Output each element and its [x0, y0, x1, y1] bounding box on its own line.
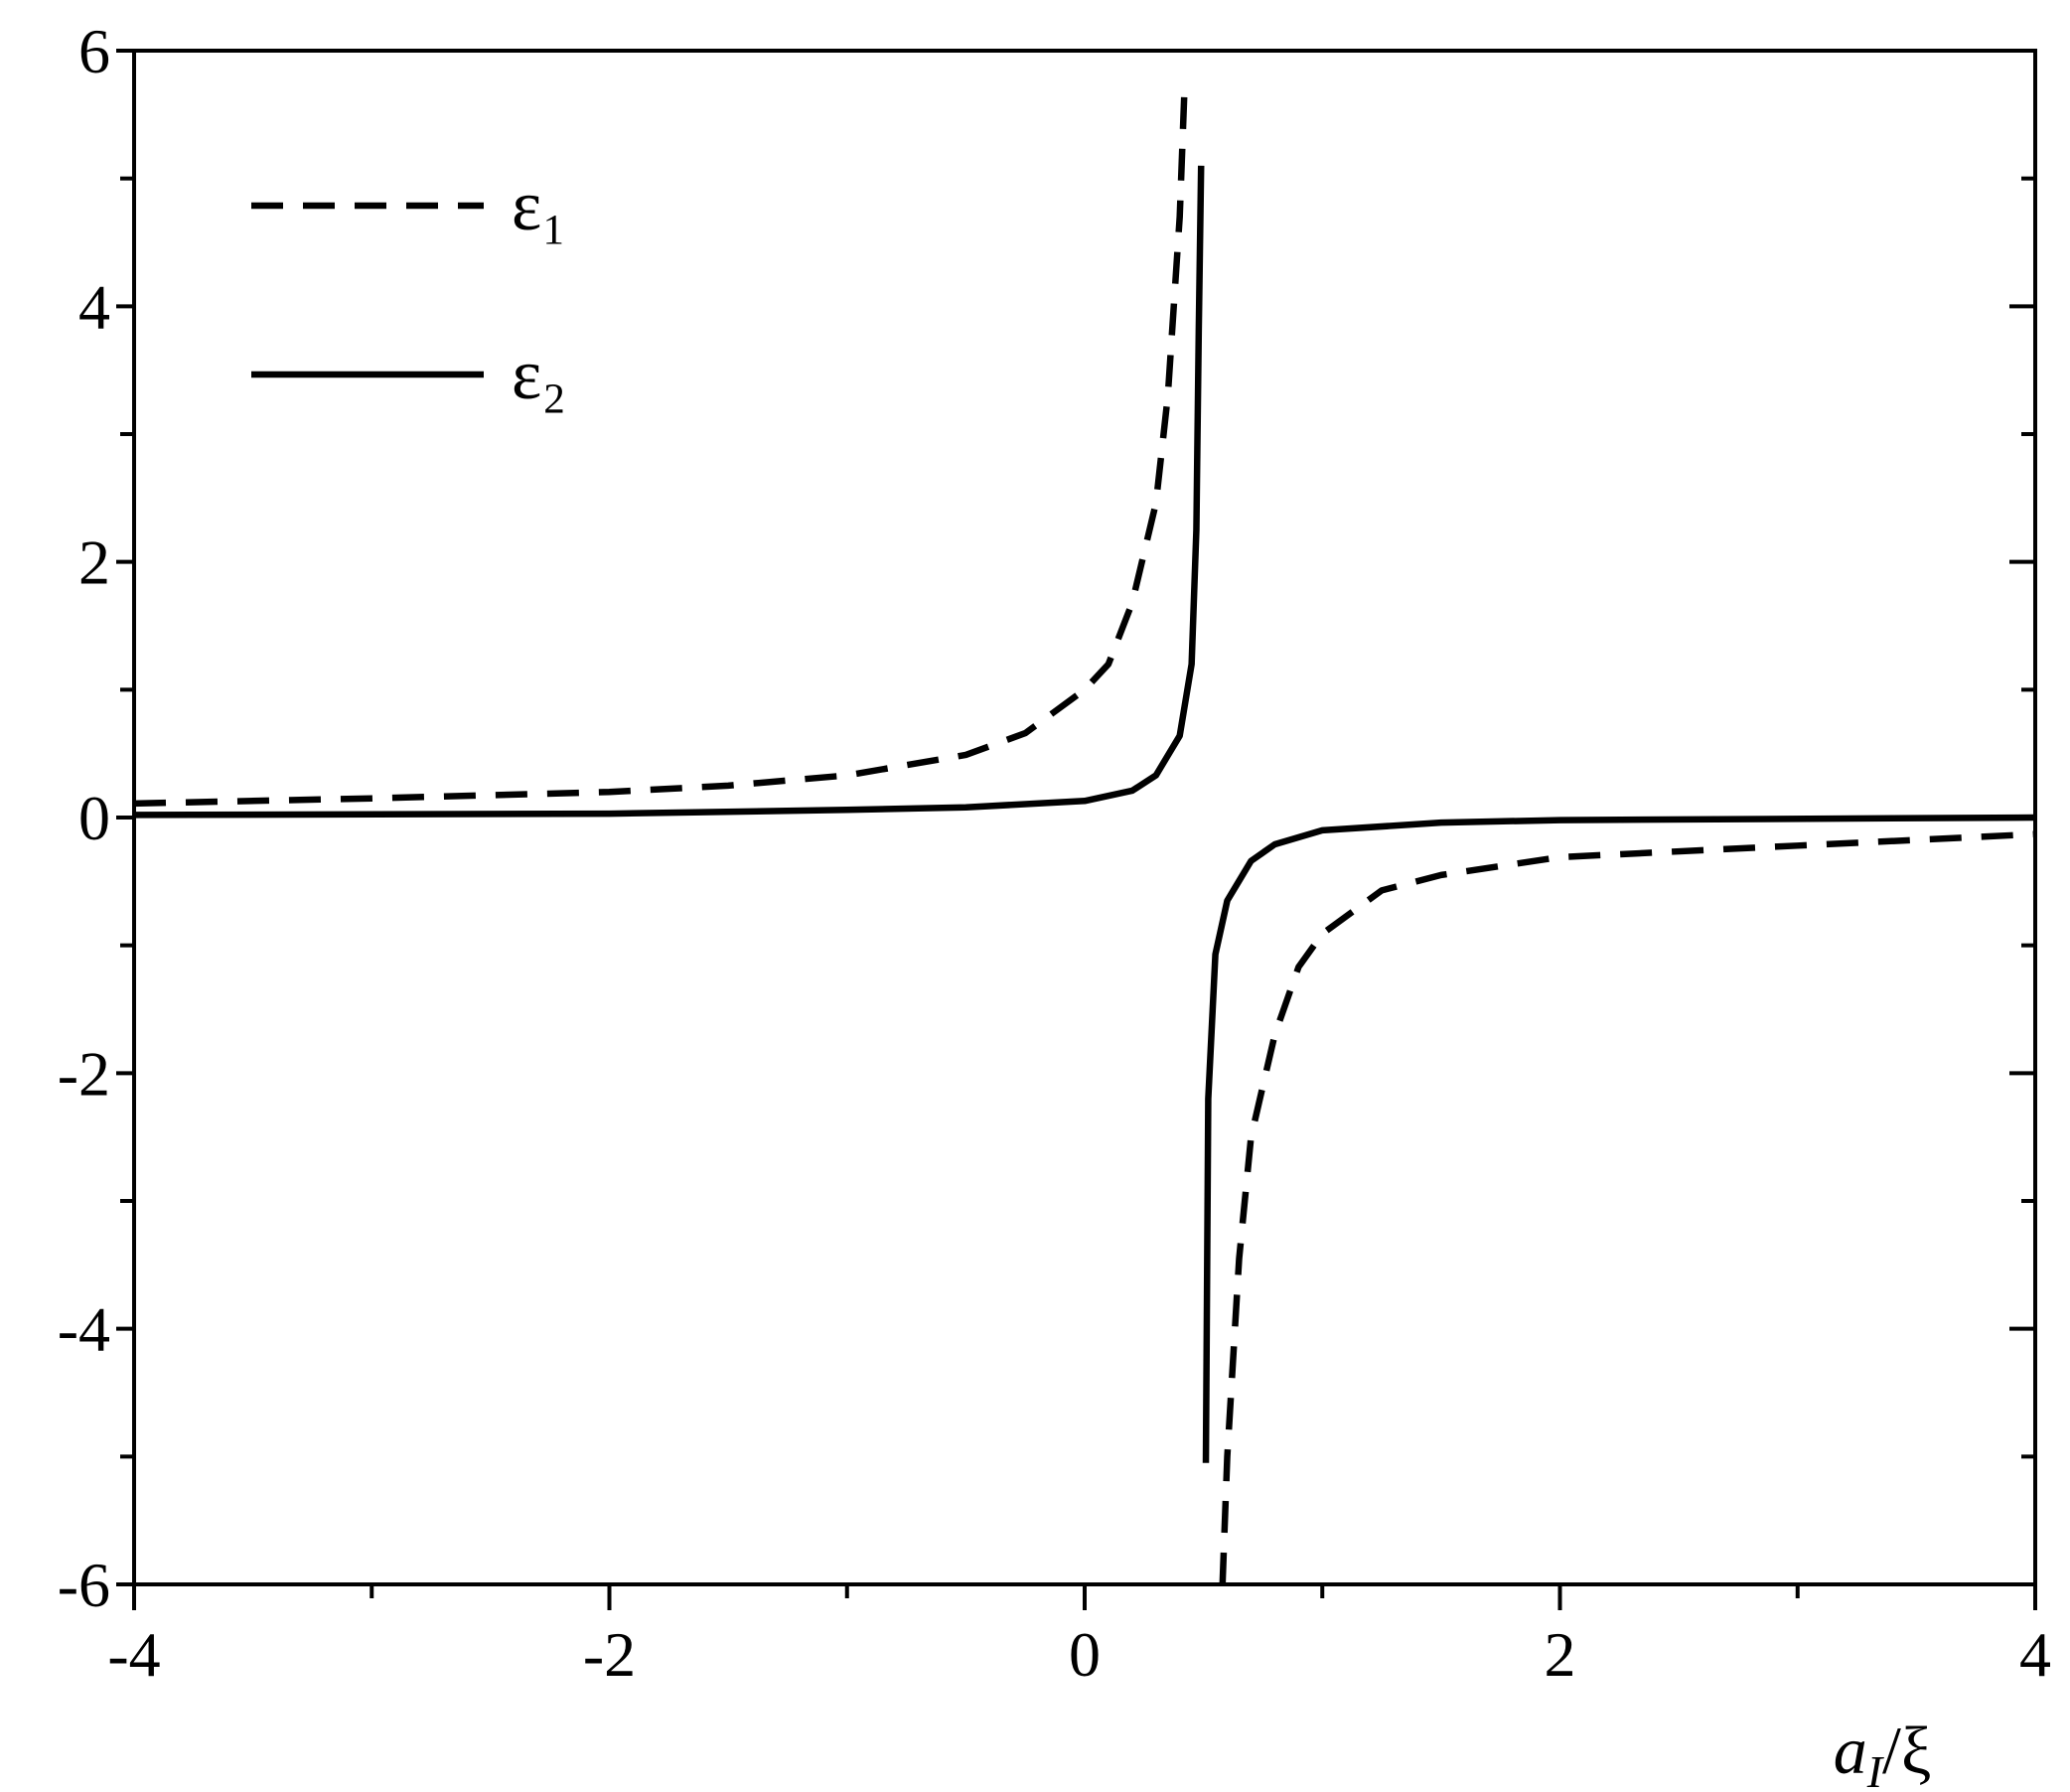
y-tick-label: -2: [58, 1038, 110, 1109]
x-axis-label: aI/ξ: [1834, 1713, 1932, 1792]
x-tick-label: -2: [583, 1619, 636, 1690]
y-tick-label: 2: [78, 527, 110, 598]
x-label-sub: I: [1866, 1746, 1885, 1792]
x-tick-label: 0: [1069, 1619, 1101, 1690]
y-tick-label: 6: [78, 16, 110, 86]
series-line: [133, 88, 2036, 1585]
x-tick-label: 2: [1545, 1619, 1576, 1690]
legend-label: ε₂: [512, 335, 566, 414]
y-tick-label: -4: [58, 1294, 110, 1365]
x-tick-label: -4: [107, 1619, 160, 1690]
y-tick-label: 0: [78, 783, 110, 853]
x-label-rest: /ξ: [1882, 1713, 1931, 1788]
series-line: [133, 165, 2036, 1463]
x-label-base: a: [1834, 1713, 1867, 1788]
y-tick-label: -6: [58, 1550, 110, 1620]
y-tick-label: 4: [78, 271, 110, 342]
legend-label: ε₁: [512, 166, 566, 245]
x-tick-label: 4: [2019, 1619, 2051, 1690]
